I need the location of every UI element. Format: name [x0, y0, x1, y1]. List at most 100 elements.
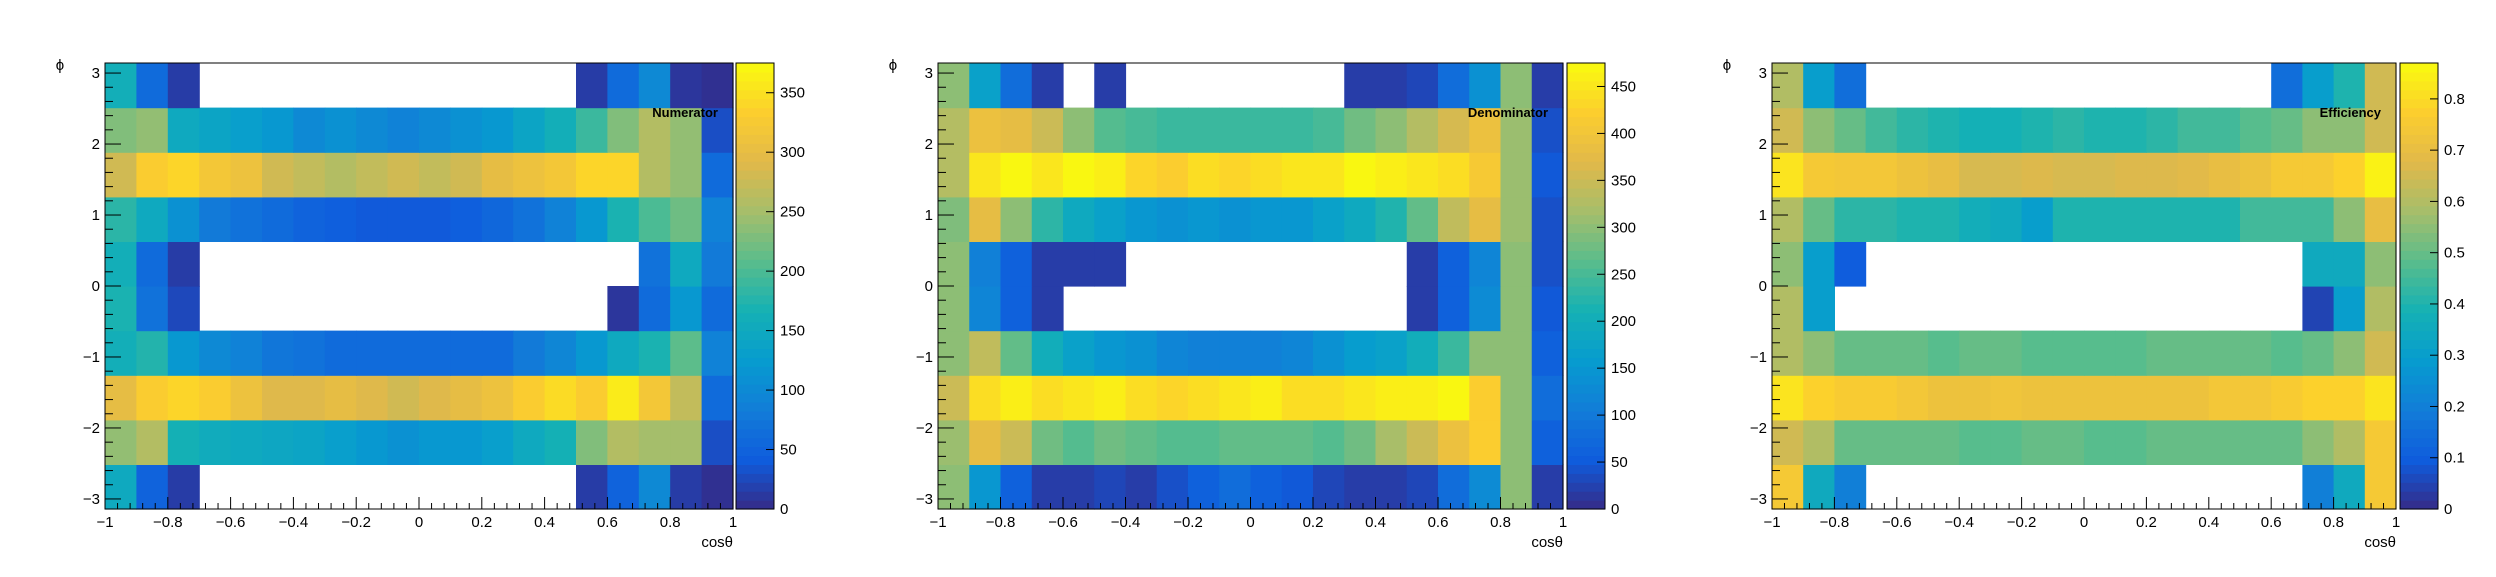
heatmap-cell [1125, 464, 1158, 510]
colorbar-segment [736, 250, 774, 260]
heatmap-cell [1281, 375, 1314, 421]
heatmap-cell [938, 330, 970, 376]
x-tick-label: −0.6 [216, 514, 246, 531]
heatmap-cell [1531, 419, 1564, 465]
heatmap-cell [1500, 63, 1533, 109]
colorbar-segment [1567, 232, 1605, 242]
heatmap-cell [1031, 241, 1064, 287]
colorbar-segment [1567, 170, 1605, 180]
colorbar-segment [1567, 178, 1605, 189]
heatmap-cell [262, 152, 294, 198]
heatmap-cell [1281, 330, 1314, 376]
colorbar-segment [736, 294, 774, 305]
heatmap-cell [1219, 375, 1252, 421]
heatmap-cell [2146, 152, 2179, 198]
heatmap-cell [1928, 375, 1960, 421]
heatmap-cell [1125, 107, 1158, 153]
heatmap-cell [701, 464, 734, 510]
colorbar-segment [2400, 116, 2438, 127]
heatmap-cell [1125, 419, 1158, 465]
y-axis-label: ϕ [889, 57, 897, 74]
heatmap-cell [199, 375, 232, 421]
colorbar-segment [2400, 187, 2438, 198]
heatmap-cell [2271, 196, 2303, 242]
heatmap-cell [1125, 375, 1158, 421]
heatmap-cell [2084, 375, 2116, 421]
colorbar-frame [735, 62, 775, 510]
heatmap-cell [938, 63, 970, 109]
heatmap-cell [105, 152, 137, 198]
heatmap-cell [938, 196, 970, 242]
colorbar-segment [2400, 232, 2438, 242]
x-axis: −1 −0.8 −0.6 −0.4 −0.2 0 0.2 0.4 0.6 0.8 1 cosθ [1763, 497, 2400, 551]
heatmap-cell [2302, 152, 2335, 198]
colorbar-segment [736, 375, 774, 385]
y-tick-label: −2 [916, 420, 933, 437]
heatmap-cell [670, 375, 703, 421]
heatmap-cell [1531, 241, 1564, 287]
y-axis: −3 −2 −1 0 1 2 3 ϕ [56, 57, 121, 508]
heatmap-cell [1531, 464, 1564, 510]
colorbar-tick-label: 150 [780, 323, 805, 340]
heatmap-cell [1094, 419, 1127, 465]
colorbar-tick-label: 0.2 [2444, 398, 2465, 415]
heatmap-cell [1500, 419, 1533, 465]
colorbar-segment [736, 134, 774, 144]
heatmap-cell [1063, 196, 1095, 242]
colorbar-segment [736, 116, 774, 127]
heatmap-cell [2052, 419, 2085, 465]
heatmap-cell [136, 152, 169, 198]
colorbar-segment [1567, 464, 1605, 474]
colorbar-segment [1567, 312, 1605, 323]
colorbar-segment [1567, 500, 1605, 510]
colorbar-segment [2400, 312, 2438, 323]
heatmap-cell [419, 152, 451, 198]
plot-title: Efficiency [2320, 105, 2382, 120]
heatmap-cell [513, 107, 546, 153]
heatmap-cell [701, 375, 734, 421]
heatmap-cell [387, 419, 420, 465]
heatmap-cell [105, 196, 137, 242]
y-tick-label: 3 [1759, 65, 1767, 82]
colorbar-segment [2400, 214, 2438, 225]
heatmap-cell [1313, 330, 1345, 376]
heatmap-panel-1: −1 −0.8 −0.6 −0.4 −0.2 0 0.2 0.4 0.6 0.8 1 cosθ −3 −2… [56, 57, 805, 551]
x-tick-label: −0.2 [341, 514, 371, 531]
heatmap-cell [1219, 464, 1252, 510]
heatmap-cell [1772, 152, 1804, 198]
heatmap-cell [1438, 286, 1470, 332]
heatmap-cell [1219, 419, 1252, 465]
x-tick-label: 0.6 [2261, 514, 2282, 531]
heatmap-cell [105, 464, 137, 510]
heatmap-cell [293, 375, 326, 421]
heatmap-cell [638, 375, 671, 421]
heatmap-cell [1313, 419, 1345, 465]
colorbar-segment [1567, 161, 1605, 171]
heatmap-cell [2115, 196, 2147, 242]
heatmap-cell [513, 375, 546, 421]
heatmap-cell [1000, 419, 1033, 465]
heatmap-cell [1281, 196, 1314, 242]
heatmap-cell [607, 63, 640, 109]
y-axis-label: ϕ [56, 57, 64, 74]
heatmap-cell [1406, 419, 1439, 465]
heatmap-cell [1344, 330, 1377, 376]
heatmap-cell [1406, 330, 1439, 376]
y-tick-label: 2 [92, 136, 100, 153]
heatmap-cell [419, 330, 451, 376]
heatmap-cell [1000, 152, 1033, 198]
heatmap-cell [2333, 286, 2366, 332]
heatmap-cell [2146, 107, 2179, 153]
heatmap-cell [1344, 196, 1377, 242]
heatmap-cell [1156, 107, 1189, 153]
heatmap-cell [576, 375, 608, 421]
colorbar-segment [736, 348, 774, 358]
heatmap-cell [1896, 196, 1929, 242]
heatmap-cell [544, 375, 577, 421]
colorbar-segment [1567, 339, 1605, 350]
heatmap-cell [2208, 152, 2241, 198]
heatmap-cell [1469, 152, 1502, 198]
heatmap-cell [1031, 63, 1064, 109]
heatmap-cell [230, 196, 263, 242]
heatmap-cell [513, 152, 546, 198]
